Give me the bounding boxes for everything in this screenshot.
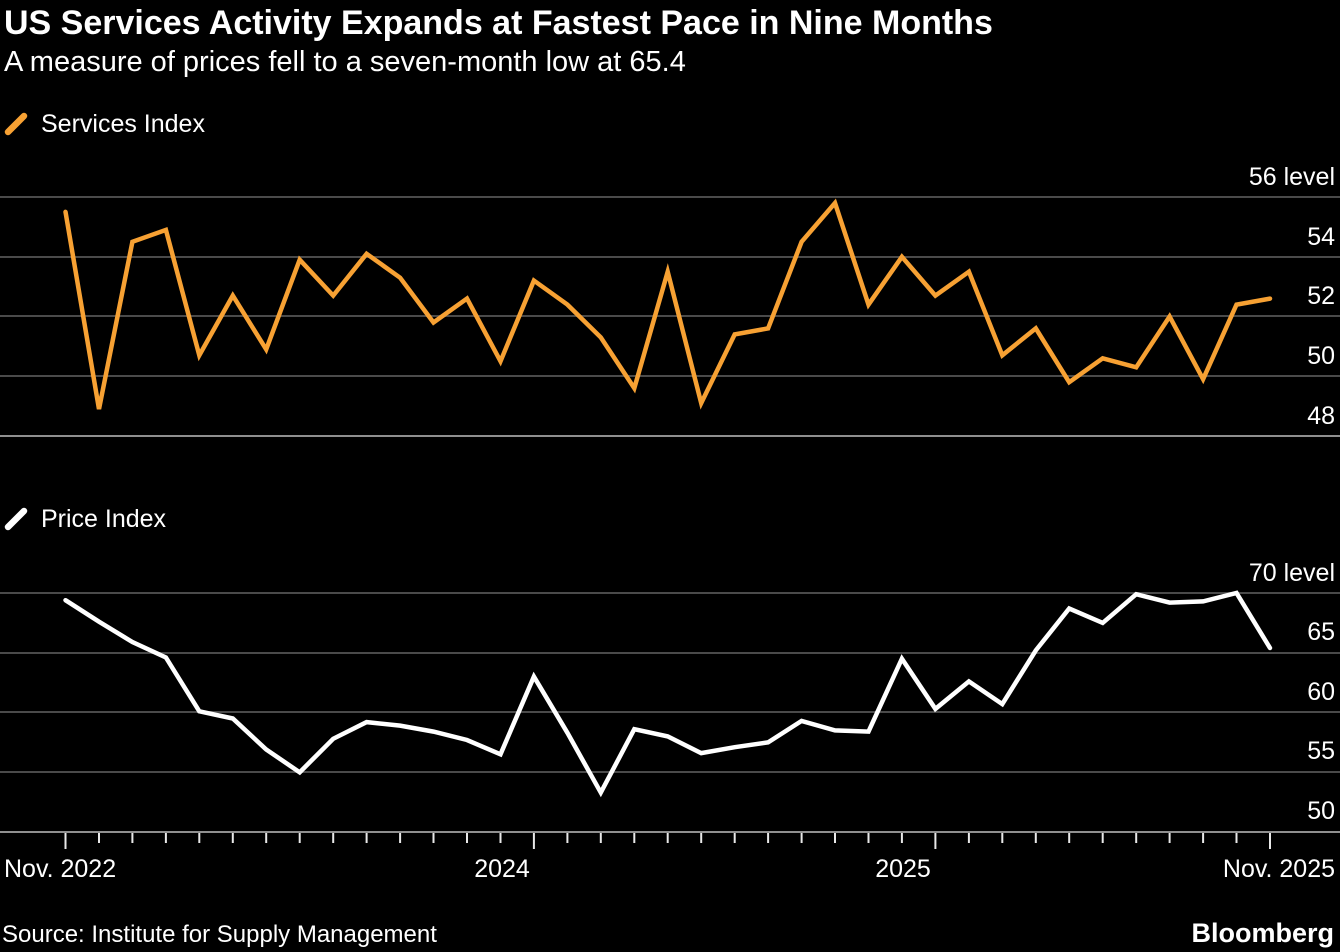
gridline xyxy=(0,256,1340,258)
gridline xyxy=(0,375,1340,377)
legend-price: Price Index xyxy=(3,505,166,533)
price-line-swatch-icon xyxy=(4,507,28,531)
y-tick-label: 52 xyxy=(1307,282,1335,310)
gridline xyxy=(0,196,1340,198)
bloomberg-logo: Bloomberg xyxy=(1191,918,1334,948)
x-axis-baseline xyxy=(0,831,1340,833)
y-tick-label: 54 xyxy=(1307,223,1335,251)
services-line-swatch-icon xyxy=(4,112,28,136)
page-subtitle: A measure of prices fell to a seven-mont… xyxy=(4,46,686,78)
page-title: US Services Activity Expands at Fastest … xyxy=(4,4,993,42)
y-tick-label: 60 xyxy=(1307,678,1335,706)
source-note: Source: Institute for Supply Management xyxy=(2,921,437,948)
y-tick-label: 50 xyxy=(1307,342,1335,370)
gridline xyxy=(0,592,1340,594)
top-chart-baseline xyxy=(0,435,1340,437)
x-tick-label: Nov. 2022 xyxy=(4,855,117,883)
y-tick-label: 55 xyxy=(1307,737,1335,765)
y-tick-label: 56 level xyxy=(1248,163,1335,191)
gridline xyxy=(0,711,1340,713)
legend-services: Services Index xyxy=(3,110,205,138)
y-tick-label: 65 xyxy=(1307,618,1335,646)
x-tick-label: Nov. 2025 xyxy=(1222,855,1335,883)
price-line xyxy=(63,590,1273,798)
gridline xyxy=(0,315,1340,317)
y-tick-label: 48 xyxy=(1307,402,1335,430)
y-tick-label: 50 xyxy=(1307,797,1335,825)
x-tick-label: 2024 xyxy=(474,855,530,883)
y-tick-label: 70 level xyxy=(1248,559,1335,587)
legend-services-label: Services Index xyxy=(41,110,205,138)
services-line xyxy=(63,198,1273,410)
gridline xyxy=(0,771,1340,773)
gridline xyxy=(0,652,1340,654)
legend-price-label: Price Index xyxy=(41,505,167,533)
x-tick-label: 2025 xyxy=(875,855,931,883)
x-axis-ticks xyxy=(64,833,1271,849)
